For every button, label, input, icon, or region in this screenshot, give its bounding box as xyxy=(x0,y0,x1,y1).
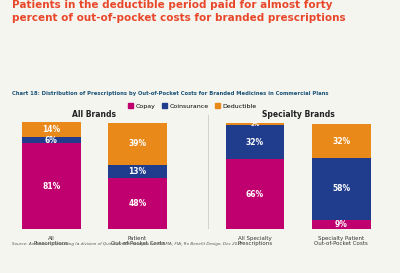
Text: 81%: 81% xyxy=(42,182,60,191)
Text: All Specialty
Prescriptions: All Specialty Prescriptions xyxy=(237,236,272,247)
Bar xyxy=(226,159,284,229)
Text: Source: Amundsen Consulting (a division of Quintiles IMS) analysis for PhRMA; FI: Source: Amundsen Consulting (a division … xyxy=(12,242,243,245)
Bar xyxy=(22,122,80,137)
Bar xyxy=(22,143,80,229)
Text: 32%: 32% xyxy=(246,138,264,147)
Bar xyxy=(312,158,370,220)
Bar xyxy=(108,165,167,178)
Text: 13%: 13% xyxy=(128,167,146,176)
Bar xyxy=(108,123,167,165)
Bar xyxy=(22,137,80,143)
Text: Specialty Brands: Specialty Brands xyxy=(262,110,334,119)
Text: 14%: 14% xyxy=(42,125,60,134)
Legend: Copay, Coinsurance, Deductible: Copay, Coinsurance, Deductible xyxy=(126,100,259,111)
Text: Chart 18: Distribution of Prescriptions by Out-of-Pocket Costs for Branded Medic: Chart 18: Distribution of Prescriptions … xyxy=(12,91,328,96)
Text: 48%: 48% xyxy=(128,199,146,208)
Text: 6%: 6% xyxy=(45,136,58,145)
Text: All Brands: All Brands xyxy=(72,110,116,119)
Text: Patients in the deductible period paid for almost forty
percent of out-of-pocket: Patients in the deductible period paid f… xyxy=(12,0,346,23)
Text: All
Prescriptions: All Prescriptions xyxy=(34,236,69,247)
Text: 32%: 32% xyxy=(332,137,350,146)
Bar xyxy=(108,178,167,229)
Bar xyxy=(312,124,370,158)
Text: 39%: 39% xyxy=(128,139,146,148)
Text: 2%: 2% xyxy=(250,122,260,127)
Text: 58%: 58% xyxy=(332,185,350,194)
Bar xyxy=(226,125,284,159)
Bar xyxy=(312,220,370,229)
Text: Patient
Out-of-Pocket Costs: Patient Out-of-Pocket Costs xyxy=(110,236,164,247)
Text: Specialty Patient
Out-of-Pocket Costs: Specialty Patient Out-of-Pocket Costs xyxy=(314,236,368,247)
Bar xyxy=(226,123,284,125)
Text: 9%: 9% xyxy=(335,220,348,229)
Text: 66%: 66% xyxy=(246,190,264,199)
